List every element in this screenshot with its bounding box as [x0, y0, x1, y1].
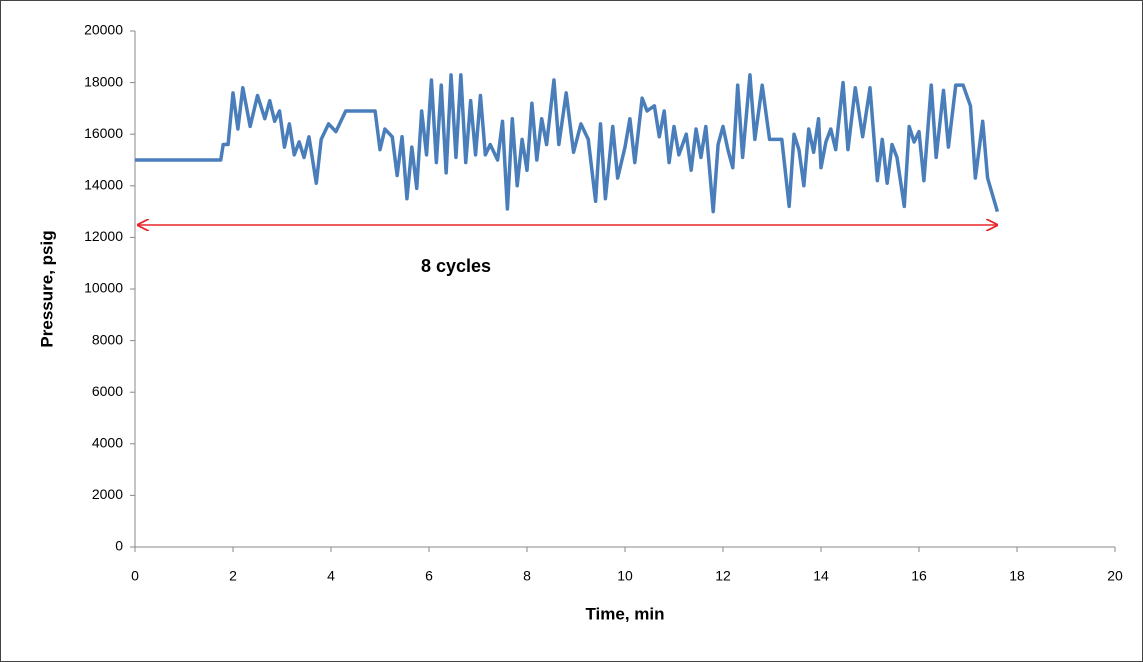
x-tick-label: 4	[327, 568, 335, 584]
y-axis-title: Pressure, psig	[37, 230, 56, 347]
y-tick-label: 14000	[84, 177, 123, 193]
y-tick-label: 8000	[92, 331, 123, 347]
y-tick-label: 18000	[84, 73, 123, 89]
data-line	[135, 73, 1000, 214]
x-tick-label: 6	[425, 568, 433, 584]
x-tick-label: 0	[131, 568, 139, 584]
y-tick-label: 12000	[84, 228, 123, 244]
y-tick-label: 16000	[84, 125, 123, 141]
x-tick-label: 2	[229, 568, 237, 584]
y-tick-label: 20000	[84, 22, 123, 38]
x-tick-label: 14	[813, 568, 829, 584]
y-tick-label: 4000	[92, 435, 123, 451]
x-axis-title: Time, min	[585, 604, 664, 623]
annotation: 8 cycles	[421, 256, 491, 276]
x-tick-label: 12	[715, 568, 731, 584]
x-tick-label: 18	[1009, 568, 1025, 584]
x-tick-label: 20	[1107, 568, 1123, 584]
x-tick-label: 8	[523, 568, 531, 584]
y-tick-label: 0	[115, 538, 123, 554]
x-tick-label: 16	[911, 568, 927, 584]
x-tick-label: 10	[617, 568, 633, 584]
y-tick-label: 6000	[92, 383, 123, 399]
y-tick-label: 2000	[92, 486, 123, 502]
y-tick-label: 10000	[84, 280, 123, 296]
